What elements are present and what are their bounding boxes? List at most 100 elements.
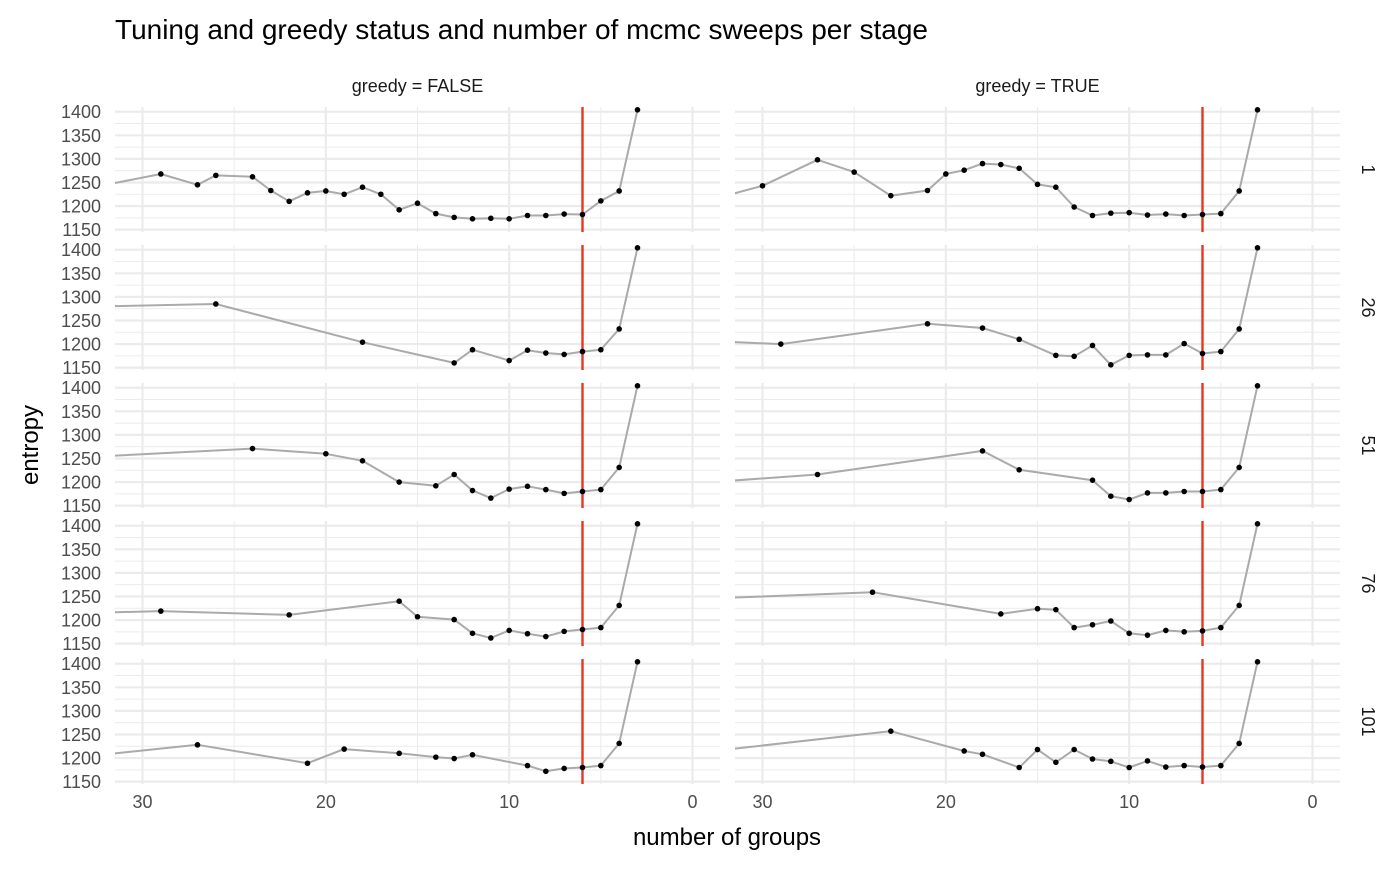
data-point (1016, 764, 1022, 771)
facet-panel: 1150 1200 1250 1300 1350 1400 (61, 516, 720, 654)
data-point (1089, 756, 1096, 762)
data-point (1218, 348, 1224, 355)
data-point (1254, 383, 1261, 389)
data-point (1218, 486, 1224, 493)
data-point (943, 171, 949, 177)
y-tick-label: 1300 (61, 563, 101, 583)
y-tick-label: 1200 (61, 473, 101, 493)
data-point (616, 188, 622, 194)
data-point (396, 598, 402, 604)
facet-panel (735, 245, 1340, 370)
series-line (735, 661, 1259, 769)
data-point (1181, 488, 1187, 495)
data-point (469, 346, 476, 353)
data-point (1071, 746, 1077, 753)
data-point (433, 483, 439, 489)
data-point (359, 339, 366, 345)
data-point (1181, 212, 1187, 219)
data-point (451, 755, 457, 762)
row-facet-label: 1 (1358, 164, 1378, 174)
series-line (735, 523, 1259, 637)
data-point (469, 487, 476, 494)
facet-panel (735, 383, 1340, 508)
data-point (524, 483, 531, 490)
data-point (634, 521, 641, 527)
facet-panel: 1150 1200 1250 1300 1350 1400 (61, 102, 720, 240)
y-tick-label: 1150 (62, 496, 101, 516)
data-point (1071, 353, 1077, 360)
data-point (888, 728, 894, 734)
data-point (979, 751, 986, 758)
data-point (414, 200, 421, 207)
data-point (1236, 188, 1242, 194)
data-point (158, 608, 164, 614)
y-tick-label: 1350 (61, 678, 101, 698)
y-tick-label: 1250 (61, 725, 101, 745)
series-line (735, 109, 1259, 217)
data-point (451, 471, 457, 478)
data-point (1126, 352, 1132, 359)
data-point (814, 157, 821, 163)
y-tick-label: 1150 (62, 772, 101, 792)
data-point (341, 191, 347, 198)
data-point (488, 635, 494, 641)
series-line (735, 247, 1259, 366)
row-facet-label: 26 (1358, 297, 1378, 317)
data-point (1053, 606, 1059, 613)
y-tick-label: 1350 (61, 126, 101, 146)
data-point (1016, 466, 1022, 473)
data-point (814, 471, 821, 478)
y-tick-label: 1150 (62, 220, 101, 240)
data-point (1199, 628, 1206, 634)
data-point (634, 107, 641, 113)
data-point (869, 589, 876, 596)
data-point (979, 448, 986, 454)
data-point (396, 207, 402, 213)
data-point (579, 211, 586, 218)
data-point (961, 167, 967, 174)
data-point (341, 746, 347, 752)
data-point (1163, 352, 1169, 358)
data-point (1144, 352, 1151, 358)
data-point (286, 198, 292, 205)
y-tick-label: 1400 (61, 240, 101, 260)
x-tick-label: 10 (1119, 792, 1139, 812)
data-point (616, 740, 622, 747)
data-point (323, 188, 329, 194)
x-axis-title: number of groups (633, 824, 821, 851)
data-point (998, 161, 1004, 168)
data-point (561, 490, 567, 497)
data-point (1016, 336, 1022, 343)
data-point (579, 488, 586, 495)
facet-panel (735, 107, 1340, 232)
data-point (488, 215, 494, 222)
y-tick-label: 1300 (61, 149, 101, 169)
data-point (451, 360, 457, 366)
data-point (579, 348, 586, 355)
data-point (561, 351, 567, 358)
y-tick-label: 1350 (61, 402, 101, 422)
data-point (506, 357, 512, 364)
data-point (359, 184, 366, 190)
data-point (286, 612, 292, 618)
data-point (1089, 621, 1096, 628)
facet-panels: greedy = FALSE greedy = TRUE 1 26 51 76 101 115… (61, 76, 1378, 812)
data-point (323, 450, 329, 457)
data-point (213, 301, 219, 307)
data-point (598, 486, 604, 493)
y-tick-label: 1250 (61, 587, 101, 607)
data-point (561, 628, 567, 635)
data-point (1199, 350, 1206, 357)
data-point (634, 659, 641, 665)
data-point (1034, 181, 1041, 188)
data-point (1016, 165, 1022, 172)
data-point (304, 760, 311, 767)
data-point (851, 169, 857, 175)
data-point (1071, 204, 1077, 210)
x-tick-label: 30 (132, 792, 152, 812)
y-tick-label: 1400 (61, 516, 101, 536)
data-point (579, 626, 586, 633)
data-point (1108, 493, 1114, 500)
